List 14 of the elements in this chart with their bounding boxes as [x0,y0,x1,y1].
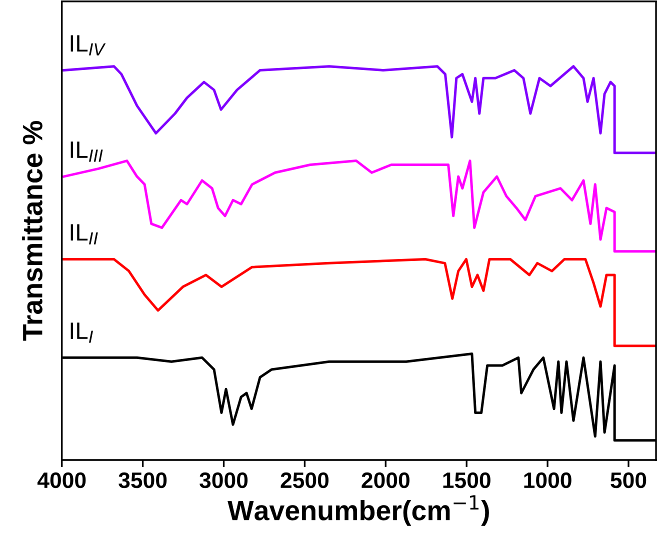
x-tick-label: 4000 [37,472,86,488]
series-label: IL$_{I}$ [70,322,93,343]
series-label: IL$_{III}$ [70,142,103,162]
series-label: IL$_{IV}$ [70,35,106,56]
x-tick-label: 2500 [280,472,329,488]
x-tick-label: 3500 [118,472,167,488]
x-axis-title: Wavenumber(cm$^{−1}$) [228,495,489,526]
x-tick-label: 3000 [200,472,248,488]
x-tick-label: 1500 [443,472,490,488]
x-tick-label: 2000 [362,472,410,488]
x-tick-label: 1000 [524,472,572,488]
series-label: IL$_{II}$ [70,224,98,244]
x-tick-label: 500 [610,472,646,488]
y-axis-title: Transmittance % [22,121,42,341]
